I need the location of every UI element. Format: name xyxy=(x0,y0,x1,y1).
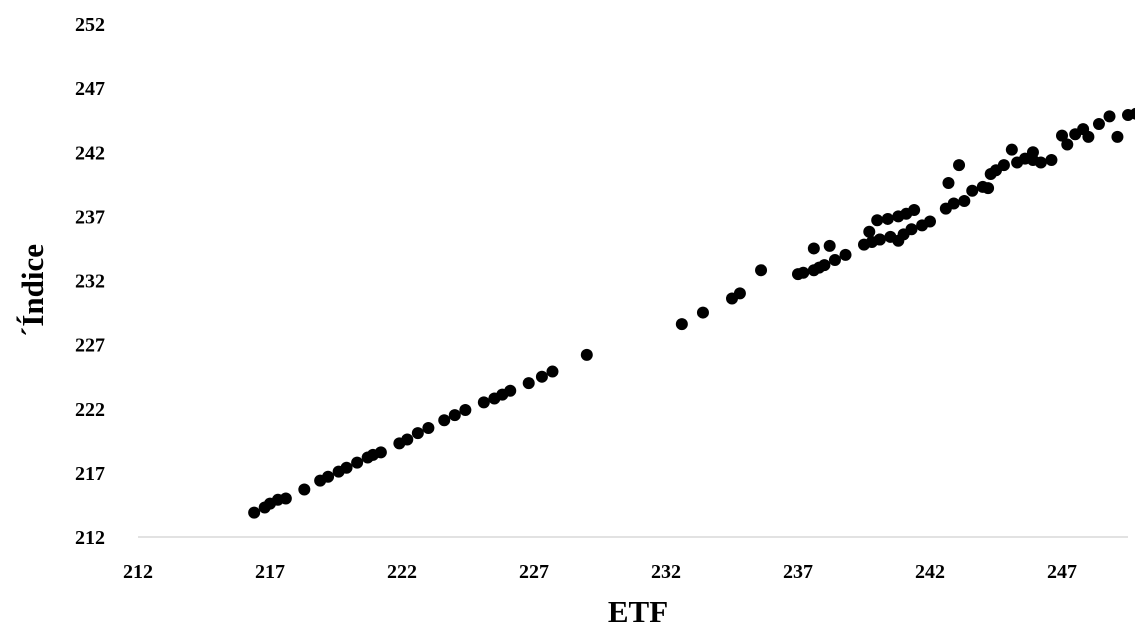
data-point xyxy=(248,506,261,519)
data-point xyxy=(1111,130,1124,143)
y-tick-label: 222 xyxy=(75,399,105,421)
data-point xyxy=(401,433,414,446)
y-tick-label: 237 xyxy=(75,206,105,228)
data-point xyxy=(997,159,1010,172)
data-point xyxy=(966,184,979,197)
y-tick-labels: 212 217 222 227 232 237 242 247 252 xyxy=(75,14,105,549)
data-point xyxy=(1056,129,1068,142)
y-tick-label: 252 xyxy=(75,14,105,36)
data-point xyxy=(351,456,364,469)
data-point xyxy=(1103,110,1116,123)
data-point xyxy=(953,159,966,172)
x-tick-label: 217 xyxy=(255,561,285,583)
data-point xyxy=(881,212,894,225)
x-tick-label: 227 xyxy=(519,561,549,583)
data-point xyxy=(411,427,424,440)
data-point xyxy=(298,483,311,496)
data-point xyxy=(755,264,768,277)
data-point xyxy=(905,223,918,236)
data-point xyxy=(733,287,746,300)
data-point xyxy=(1061,138,1074,151)
data-point xyxy=(958,194,971,207)
data-point xyxy=(322,470,335,483)
data-point xyxy=(546,365,559,378)
x-tick-label: 247 xyxy=(1047,561,1077,583)
data-point xyxy=(942,177,955,190)
data-point xyxy=(422,421,435,434)
data-point xyxy=(1005,143,1018,156)
data-point xyxy=(924,215,936,228)
y-tick-label: 212 xyxy=(75,527,105,549)
data-point xyxy=(675,318,688,331)
data-point xyxy=(839,248,852,261)
data-point xyxy=(1082,130,1095,143)
data-point xyxy=(279,492,292,505)
data-point xyxy=(863,225,876,238)
data-point xyxy=(459,404,472,417)
x-tick-label: 222 xyxy=(387,561,417,583)
data-point xyxy=(908,203,921,216)
data-point xyxy=(696,306,709,319)
y-tick-label: 217 xyxy=(75,463,105,485)
data-point xyxy=(982,182,995,195)
data-point xyxy=(438,414,451,427)
data-point xyxy=(873,233,886,246)
data-point xyxy=(947,197,960,210)
data-point xyxy=(522,377,535,390)
x-tick-label: 232 xyxy=(651,561,681,583)
x-tick-label: 212 xyxy=(123,561,153,583)
data-point xyxy=(1129,107,1135,120)
x-axis-title: ETF xyxy=(608,594,668,629)
data-point xyxy=(1026,146,1039,159)
data-point xyxy=(828,253,841,266)
data-point xyxy=(340,461,353,474)
data-point xyxy=(1092,118,1105,131)
y-tick-label: 232 xyxy=(75,271,105,293)
x-tick-label: 242 xyxy=(915,561,945,583)
data-point xyxy=(1034,156,1047,169)
data-point xyxy=(871,214,884,227)
data-point xyxy=(535,370,548,383)
y-tick-label: 247 xyxy=(75,78,105,100)
data-points xyxy=(248,107,1135,519)
y-tick-label: 227 xyxy=(75,335,105,357)
data-point xyxy=(1045,153,1058,166)
x-tick-labels: 212 217 222 227 232 237 242 247 xyxy=(123,561,1077,583)
y-tick-label: 242 xyxy=(75,142,105,164)
data-point xyxy=(374,446,387,459)
data-point xyxy=(504,384,517,397)
data-point xyxy=(797,266,810,279)
x-tick-label: 237 xyxy=(783,561,813,583)
y-axis-title: ´Índice xyxy=(15,244,50,337)
data-point xyxy=(448,409,461,422)
data-point xyxy=(477,396,490,409)
data-point xyxy=(807,242,820,255)
data-point xyxy=(580,348,593,361)
data-point xyxy=(823,239,836,252)
data-point xyxy=(818,259,831,272)
